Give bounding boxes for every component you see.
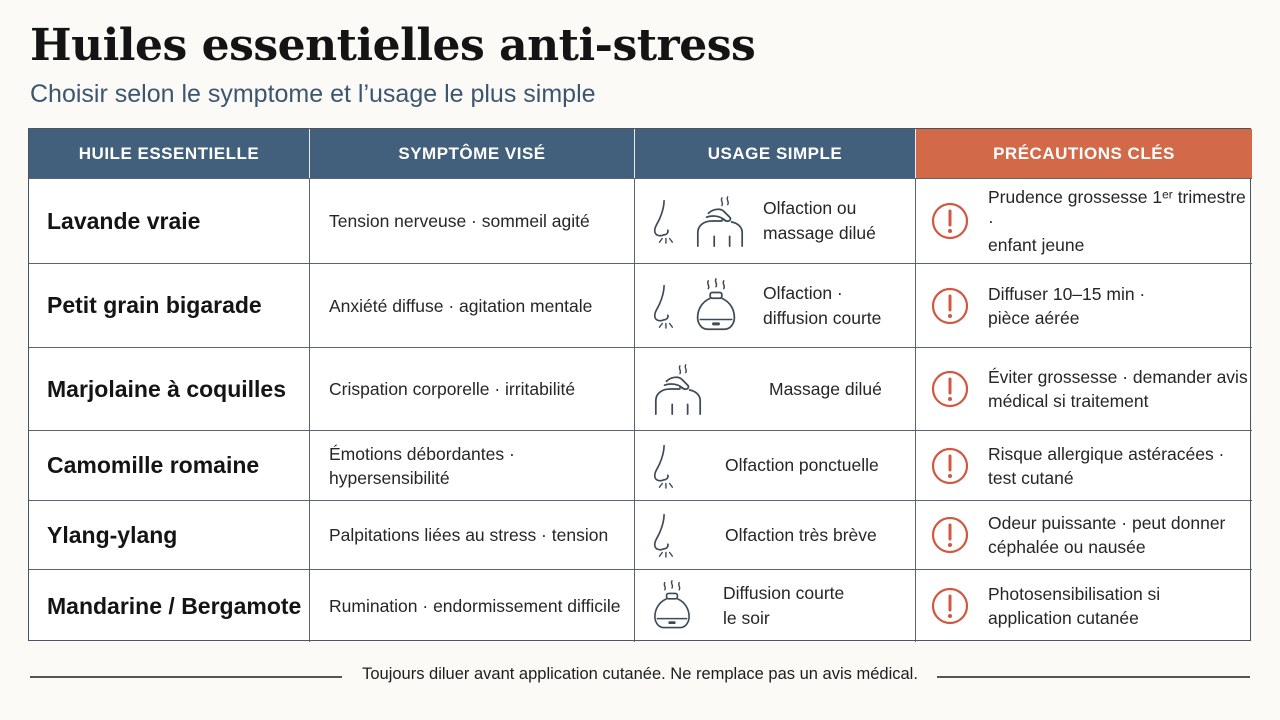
- footer-note: Toujours diluer avant application cutané…: [362, 665, 918, 683]
- precaution-line: céphalée ou nausée: [988, 537, 1146, 557]
- symptom-cell: Crispation corporelle · irritabilité: [310, 347, 635, 430]
- warning-icon: [930, 201, 970, 241]
- usage-cell: Massage dilué: [635, 347, 916, 430]
- usage-line: Olfaction ou: [763, 198, 857, 218]
- usage-line: Olfaction très brève: [725, 524, 877, 545]
- usage-line: Olfaction ponctuelle: [725, 455, 879, 475]
- precaution-cell: Photosensibilisation si application cuta…: [916, 569, 1252, 642]
- symptom-cell: Anxiété diffuse · agitation mentale: [310, 263, 635, 347]
- usage-line: massage dilué: [763, 223, 876, 243]
- page-subtitle: Choisir selon le symptome et l’usage le …: [30, 80, 596, 108]
- usage-cell: Olfaction ou massage dilué: [635, 178, 916, 263]
- diffuser-icon: [693, 277, 739, 335]
- nose-icon: [651, 443, 679, 489]
- nose-icon: [651, 198, 679, 244]
- oil-name: Petit grain bigarade: [29, 263, 310, 347]
- usage-line: Diffusion courte: [723, 583, 845, 603]
- diffuser-icon: [651, 579, 693, 633]
- page-title: Huiles essentielles anti-stress: [30, 20, 756, 71]
- column-header-precautions: PRÉCAUTIONS CLÉS: [916, 129, 1252, 178]
- symptom-line: hypersensibilité: [329, 467, 450, 488]
- precaution-line: Odeur puissante · peut donner: [988, 513, 1226, 533]
- usage-line: Massage dilué: [769, 378, 882, 399]
- precaution-line: Risque allergique astéracées ·: [988, 443, 1225, 464]
- oil-name: Ylang-ylang: [29, 500, 310, 569]
- precaution-cell: Éviter grossesse · demander avis médical…: [916, 347, 1252, 430]
- warning-icon: [930, 369, 970, 409]
- symptom-line: Émotions débordantes ·: [329, 443, 515, 464]
- usage-cell: Olfaction ponctuelle: [635, 430, 916, 500]
- column-header-symptom: SYMPTÔME VISÉ: [310, 129, 635, 178]
- precaution-line: Photosensibilisation si: [988, 584, 1161, 604]
- nose-icon: [651, 283, 679, 329]
- precaution-line: médical si traitement: [988, 391, 1149, 411]
- column-header-oil: HUILE ESSENTIELLE: [29, 129, 310, 178]
- usage-cell: Olfaction très brève: [635, 500, 916, 569]
- warning-icon: [930, 515, 970, 555]
- massage-icon: [651, 362, 705, 416]
- footer-divider-right: [937, 676, 1250, 678]
- precaution-cell: Prudence grossesse 1ᵉʳ trimestre · enfan…: [916, 178, 1252, 263]
- footer-divider-left: [30, 676, 342, 678]
- precaution-line: Prudence grossesse 1ᵉʳ trimestre ·: [988, 187, 1246, 231]
- warning-icon: [930, 446, 970, 486]
- precaution-cell: Odeur puissante · peut donner céphalée o…: [916, 500, 1252, 569]
- usage-cell: Diffusion courte le soir: [635, 569, 916, 642]
- column-header-usage: USAGE SIMPLE: [635, 129, 916, 178]
- precaution-line: Éviter grossesse · demander avis: [988, 367, 1248, 387]
- oil-name: Mandarine / Bergamote: [29, 569, 310, 642]
- symptom-cell: Tension nerveuse · sommeil agité: [310, 178, 635, 263]
- warning-icon: [930, 286, 970, 326]
- symptom-cell: Palpitations liées au stress · tension: [310, 500, 635, 569]
- usage-cell: Olfaction · diffusion courte: [635, 263, 916, 347]
- precaution-line: Diffuser 10–15 min ·: [988, 283, 1146, 304]
- usage-line: Olfaction ·: [763, 282, 843, 303]
- oil-name: Marjolaine à coquilles: [29, 347, 310, 430]
- oil-name: Lavande vraie: [29, 178, 310, 263]
- precaution-line: test cutané: [988, 467, 1074, 488]
- usage-line: le soir: [723, 608, 770, 628]
- symptom-cell: Rumination · endormissement difficile: [310, 569, 635, 642]
- precaution-line: enfant jeune: [988, 235, 1085, 255]
- precaution-line: application cutanée: [988, 608, 1139, 628]
- precaution-line: pièce aérée: [988, 307, 1080, 328]
- nose-icon: [651, 512, 679, 558]
- massage-icon: [693, 194, 747, 248]
- essential-oils-table: HUILE ESSENTIELLE SYMPTÔME VISÉ USAGE SI…: [28, 128, 1252, 642]
- oil-name: Camomille romaine: [29, 430, 310, 500]
- symptom-cell: Émotions débordantes · hypersensibilité: [310, 430, 635, 500]
- usage-line: diffusion courte: [763, 307, 882, 328]
- precaution-cell: Risque allergique astéracées · test cuta…: [916, 430, 1252, 500]
- precaution-cell: Diffuser 10–15 min · pièce aérée: [916, 263, 1252, 347]
- warning-icon: [930, 586, 970, 626]
